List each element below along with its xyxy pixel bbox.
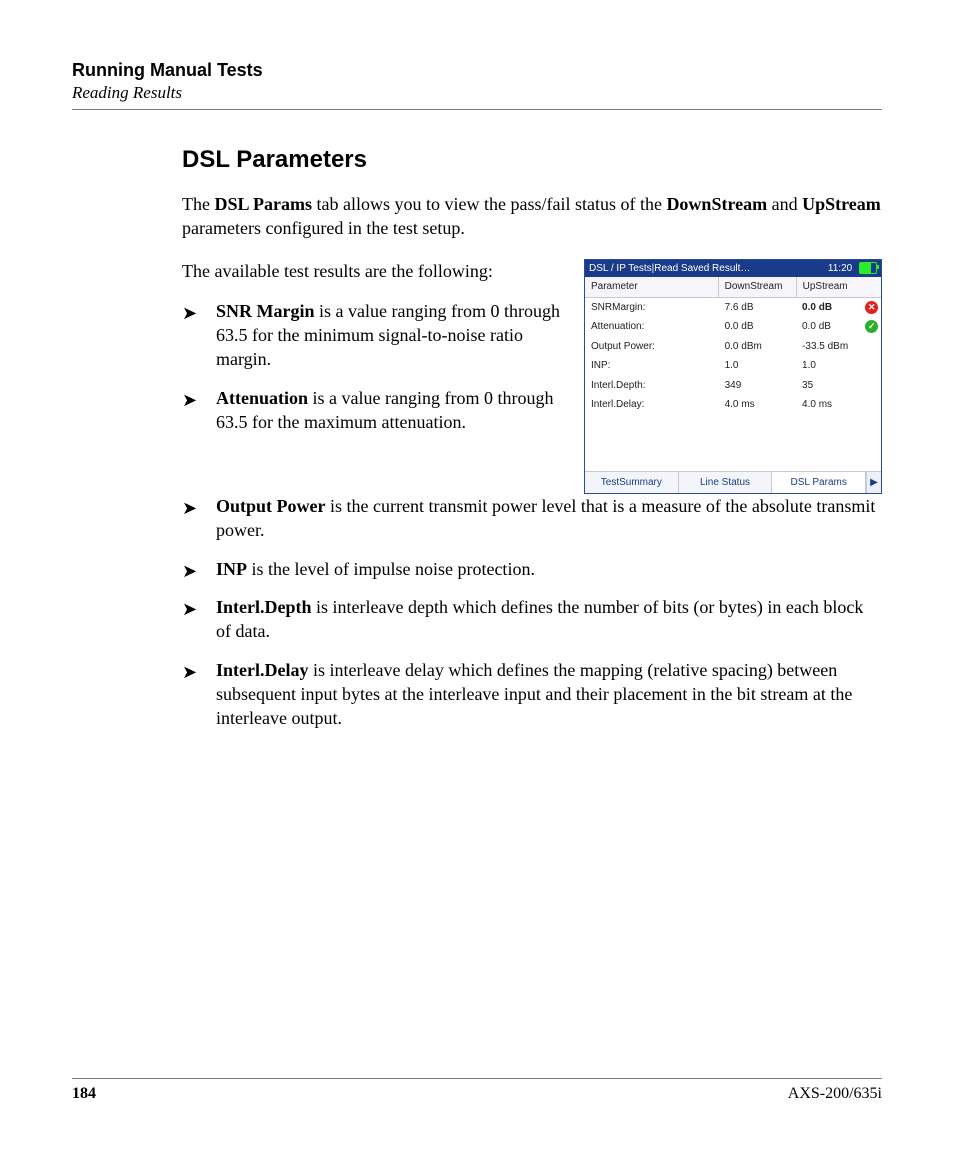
device-screenshot: DSL / IP Tests|Read Saved Result… 11:20 … bbox=[584, 259, 882, 495]
cell-upstream: 0.0 dB bbox=[796, 298, 862, 318]
bullet-term: INP bbox=[216, 559, 247, 579]
section-subtitle: Reading Results bbox=[72, 83, 882, 103]
table-row: Interl.Delay:4.0 ms4.0 ms bbox=[585, 395, 881, 415]
intro-upstream: UpStream bbox=[802, 194, 881, 214]
page-footer: 184 AXS-200/635i bbox=[72, 1078, 882, 1103]
cell-upstream: 4.0 ms bbox=[796, 395, 862, 415]
table-row: Attenuation:0.0 dB0.0 dB✓ bbox=[585, 317, 881, 337]
cell-parameter: SNRMargin: bbox=[585, 298, 719, 318]
bullet-term: Attenuation bbox=[216, 388, 308, 408]
cell-upstream: 0.0 dB bbox=[796, 317, 862, 337]
cell-downstream: 4.0 ms bbox=[719, 395, 796, 415]
bullet-item: INP is the level of impulse noise protec… bbox=[182, 557, 882, 581]
cell-downstream: 0.0 dBm bbox=[719, 337, 796, 357]
cell-parameter: Attenuation: bbox=[585, 317, 719, 337]
cell-status: ✕ bbox=[862, 298, 881, 318]
cell-downstream: 349 bbox=[719, 376, 796, 396]
pass-icon: ✓ bbox=[865, 320, 878, 333]
bullet-term: Output Power bbox=[216, 496, 326, 516]
bullet-item: Output Power is the current transmit pow… bbox=[182, 494, 882, 543]
bullet-term: Interl.Depth bbox=[216, 597, 312, 617]
tab-testsummary[interactable]: TestSummary bbox=[585, 472, 679, 494]
tab-dsl-params[interactable]: DSL Params bbox=[772, 472, 866, 494]
table-row: SNRMargin:7.6 dB0.0 dB✕ bbox=[585, 298, 881, 318]
intro-downstream: DownStream bbox=[666, 194, 767, 214]
col-header-downstream: DownStream bbox=[719, 277, 797, 297]
bullet-term: SNR Margin bbox=[216, 301, 315, 321]
table-row: Interl.Depth:34935 bbox=[585, 376, 881, 396]
bullet-item: Attenuation is a value ranging from 0 th… bbox=[182, 386, 564, 435]
app-title-path: DSL / IP Tests|Read Saved Result… bbox=[589, 262, 750, 276]
bullet-term: Interl.Delay bbox=[216, 660, 308, 680]
bullet-text: is interleave depth which defines the nu… bbox=[216, 597, 863, 641]
cell-status: ✓ bbox=[862, 317, 881, 337]
cell-upstream: 35 bbox=[796, 376, 862, 396]
tab-scroll-right-icon[interactable]: ▶ bbox=[866, 472, 881, 494]
bullet-item: Interl.Depth is interleave depth which d… bbox=[182, 595, 882, 644]
header-rule bbox=[72, 109, 882, 110]
app-clock: 11:20 bbox=[828, 263, 852, 274]
intro-text: parameters configured in the test setup. bbox=[182, 218, 465, 238]
col-header-upstream: UpStream bbox=[797, 277, 863, 297]
intro-paragraph: The DSL Params tab allows you to view th… bbox=[182, 192, 882, 241]
chapter-title: Running Manual Tests bbox=[72, 60, 882, 81]
intro-tab-name: DSL Params bbox=[214, 194, 312, 214]
col-header-parameter: Parameter bbox=[585, 277, 719, 297]
bullet-text: is the level of impulse noise protection… bbox=[247, 559, 535, 579]
tab-bar: TestSummaryLine StatusDSL Params▶ bbox=[585, 471, 881, 494]
cell-downstream: 0.0 dB bbox=[719, 317, 796, 337]
cell-parameter: Interl.Depth: bbox=[585, 376, 719, 396]
cell-parameter: Output Power: bbox=[585, 337, 719, 357]
intro-text: The bbox=[182, 194, 214, 214]
bullet-text: is interleave delay which defines the ma… bbox=[216, 660, 852, 729]
cell-downstream: 7.6 dB bbox=[719, 298, 796, 318]
cell-downstream: 1.0 bbox=[719, 356, 796, 376]
fail-icon: ✕ bbox=[865, 301, 878, 314]
page-number: 184 bbox=[72, 1085, 96, 1103]
available-line: The available test results are the follo… bbox=[182, 259, 564, 283]
doc-id: AXS-200/635i bbox=[788, 1085, 882, 1103]
col-header-status bbox=[862, 277, 881, 297]
cell-upstream: -33.5 dBm bbox=[796, 337, 862, 357]
page-heading: DSL Parameters bbox=[182, 146, 882, 174]
cell-parameter: INP: bbox=[585, 356, 719, 376]
intro-text: tab allows you to view the pass/fail sta… bbox=[312, 194, 666, 214]
bullet-item: SNR Margin is a value ranging from 0 thr… bbox=[182, 299, 564, 372]
battery-icon bbox=[859, 262, 877, 274]
cell-status bbox=[862, 376, 881, 396]
cell-status bbox=[862, 395, 881, 415]
table-header-row: Parameter DownStream UpStream bbox=[585, 277, 881, 298]
tab-line-status[interactable]: Line Status bbox=[679, 472, 773, 494]
intro-text: and bbox=[767, 194, 802, 214]
bullet-item: Interl.Delay is interleave delay which d… bbox=[182, 658, 882, 731]
table-row: INP:1.01.0 bbox=[585, 356, 881, 376]
cell-status bbox=[862, 337, 881, 357]
cell-upstream: 1.0 bbox=[796, 356, 862, 376]
cell-parameter: Interl.Delay: bbox=[585, 395, 719, 415]
table-row: Output Power:0.0 dBm-33.5 dBm bbox=[585, 337, 881, 357]
cell-status bbox=[862, 356, 881, 376]
app-titlebar: DSL / IP Tests|Read Saved Result… 11:20 bbox=[585, 260, 881, 278]
